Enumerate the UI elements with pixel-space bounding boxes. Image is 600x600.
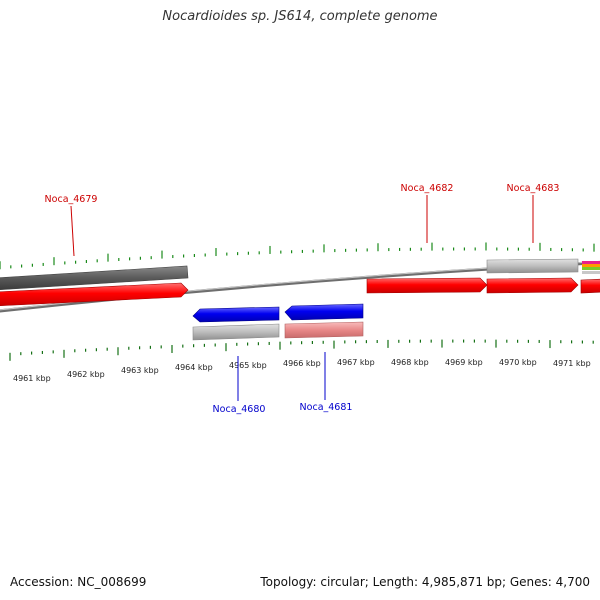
label-noca-4679[interactable]: Noca_4679 — [45, 194, 98, 205]
cds-noca-4679[interactable] — [0, 282, 189, 307]
kbp-label: 4968 kbp — [391, 358, 429, 367]
kbp-axis-labels: 4961 kbp 4962 kbp 4963 kbp 4964 kbp 4965… — [13, 358, 591, 383]
feature-stack-right-3 — [582, 267, 600, 270]
topology-text: Topology: circular; Length: 4,985,871 bp… — [260, 575, 590, 589]
grey-feature-4680 — [192, 323, 280, 341]
dark-feature-left — [0, 265, 189, 290]
label-noca-4680[interactable]: Noca_4680 — [213, 404, 266, 415]
cds-noca-4681[interactable] — [284, 303, 364, 321]
kbp-label: 4967 kbp — [337, 358, 375, 367]
map-title: Nocardioides sp. JS614, complete genome — [162, 9, 438, 24]
label-noca-4683[interactable]: Noca_4683 — [507, 183, 560, 194]
grey-feature-4683 — [486, 258, 579, 274]
kbp-label: 4965 kbp — [229, 361, 267, 370]
forward-strand-ticks — [0, 242, 595, 270]
label-noca-4681[interactable]: Noca_4681 — [300, 402, 353, 413]
kbp-label: 4969 kbp — [445, 358, 483, 367]
leader-noca-4679 — [70, 205, 75, 257]
cds-right-edge[interactable] — [580, 278, 600, 294]
feature-stack-right-2 — [582, 264, 600, 267]
kbp-label: 4962 kbp — [67, 370, 105, 379]
label-noca-4682[interactable]: Noca_4682 — [401, 183, 454, 194]
kbp-label: 4971 kbp — [553, 359, 591, 368]
cds-noca-4682[interactable] — [366, 277, 488, 294]
cds-noca-4683[interactable] — [486, 277, 579, 294]
reverse-strand-ticks — [9, 339, 594, 361]
pink-feature-4681 — [284, 321, 364, 339]
kbp-label: 4964 kbp — [175, 363, 213, 372]
kbp-label: 4966 kbp — [283, 359, 321, 368]
feature-stack-right — [582, 261, 600, 264]
kbp-label: 4970 kbp — [499, 358, 537, 367]
gene-labels: Noca_4679 Noca_4682 Noca_4683 Noca_4680 … — [45, 183, 560, 415]
kbp-label: 4961 kbp — [13, 374, 51, 383]
feature-stack-right-4 — [582, 271, 600, 274]
accession-text: Accession: NC_008699 — [10, 575, 147, 589]
cds-noca-4680[interactable] — [192, 306, 280, 323]
kbp-label: 4963 kbp — [121, 366, 159, 375]
